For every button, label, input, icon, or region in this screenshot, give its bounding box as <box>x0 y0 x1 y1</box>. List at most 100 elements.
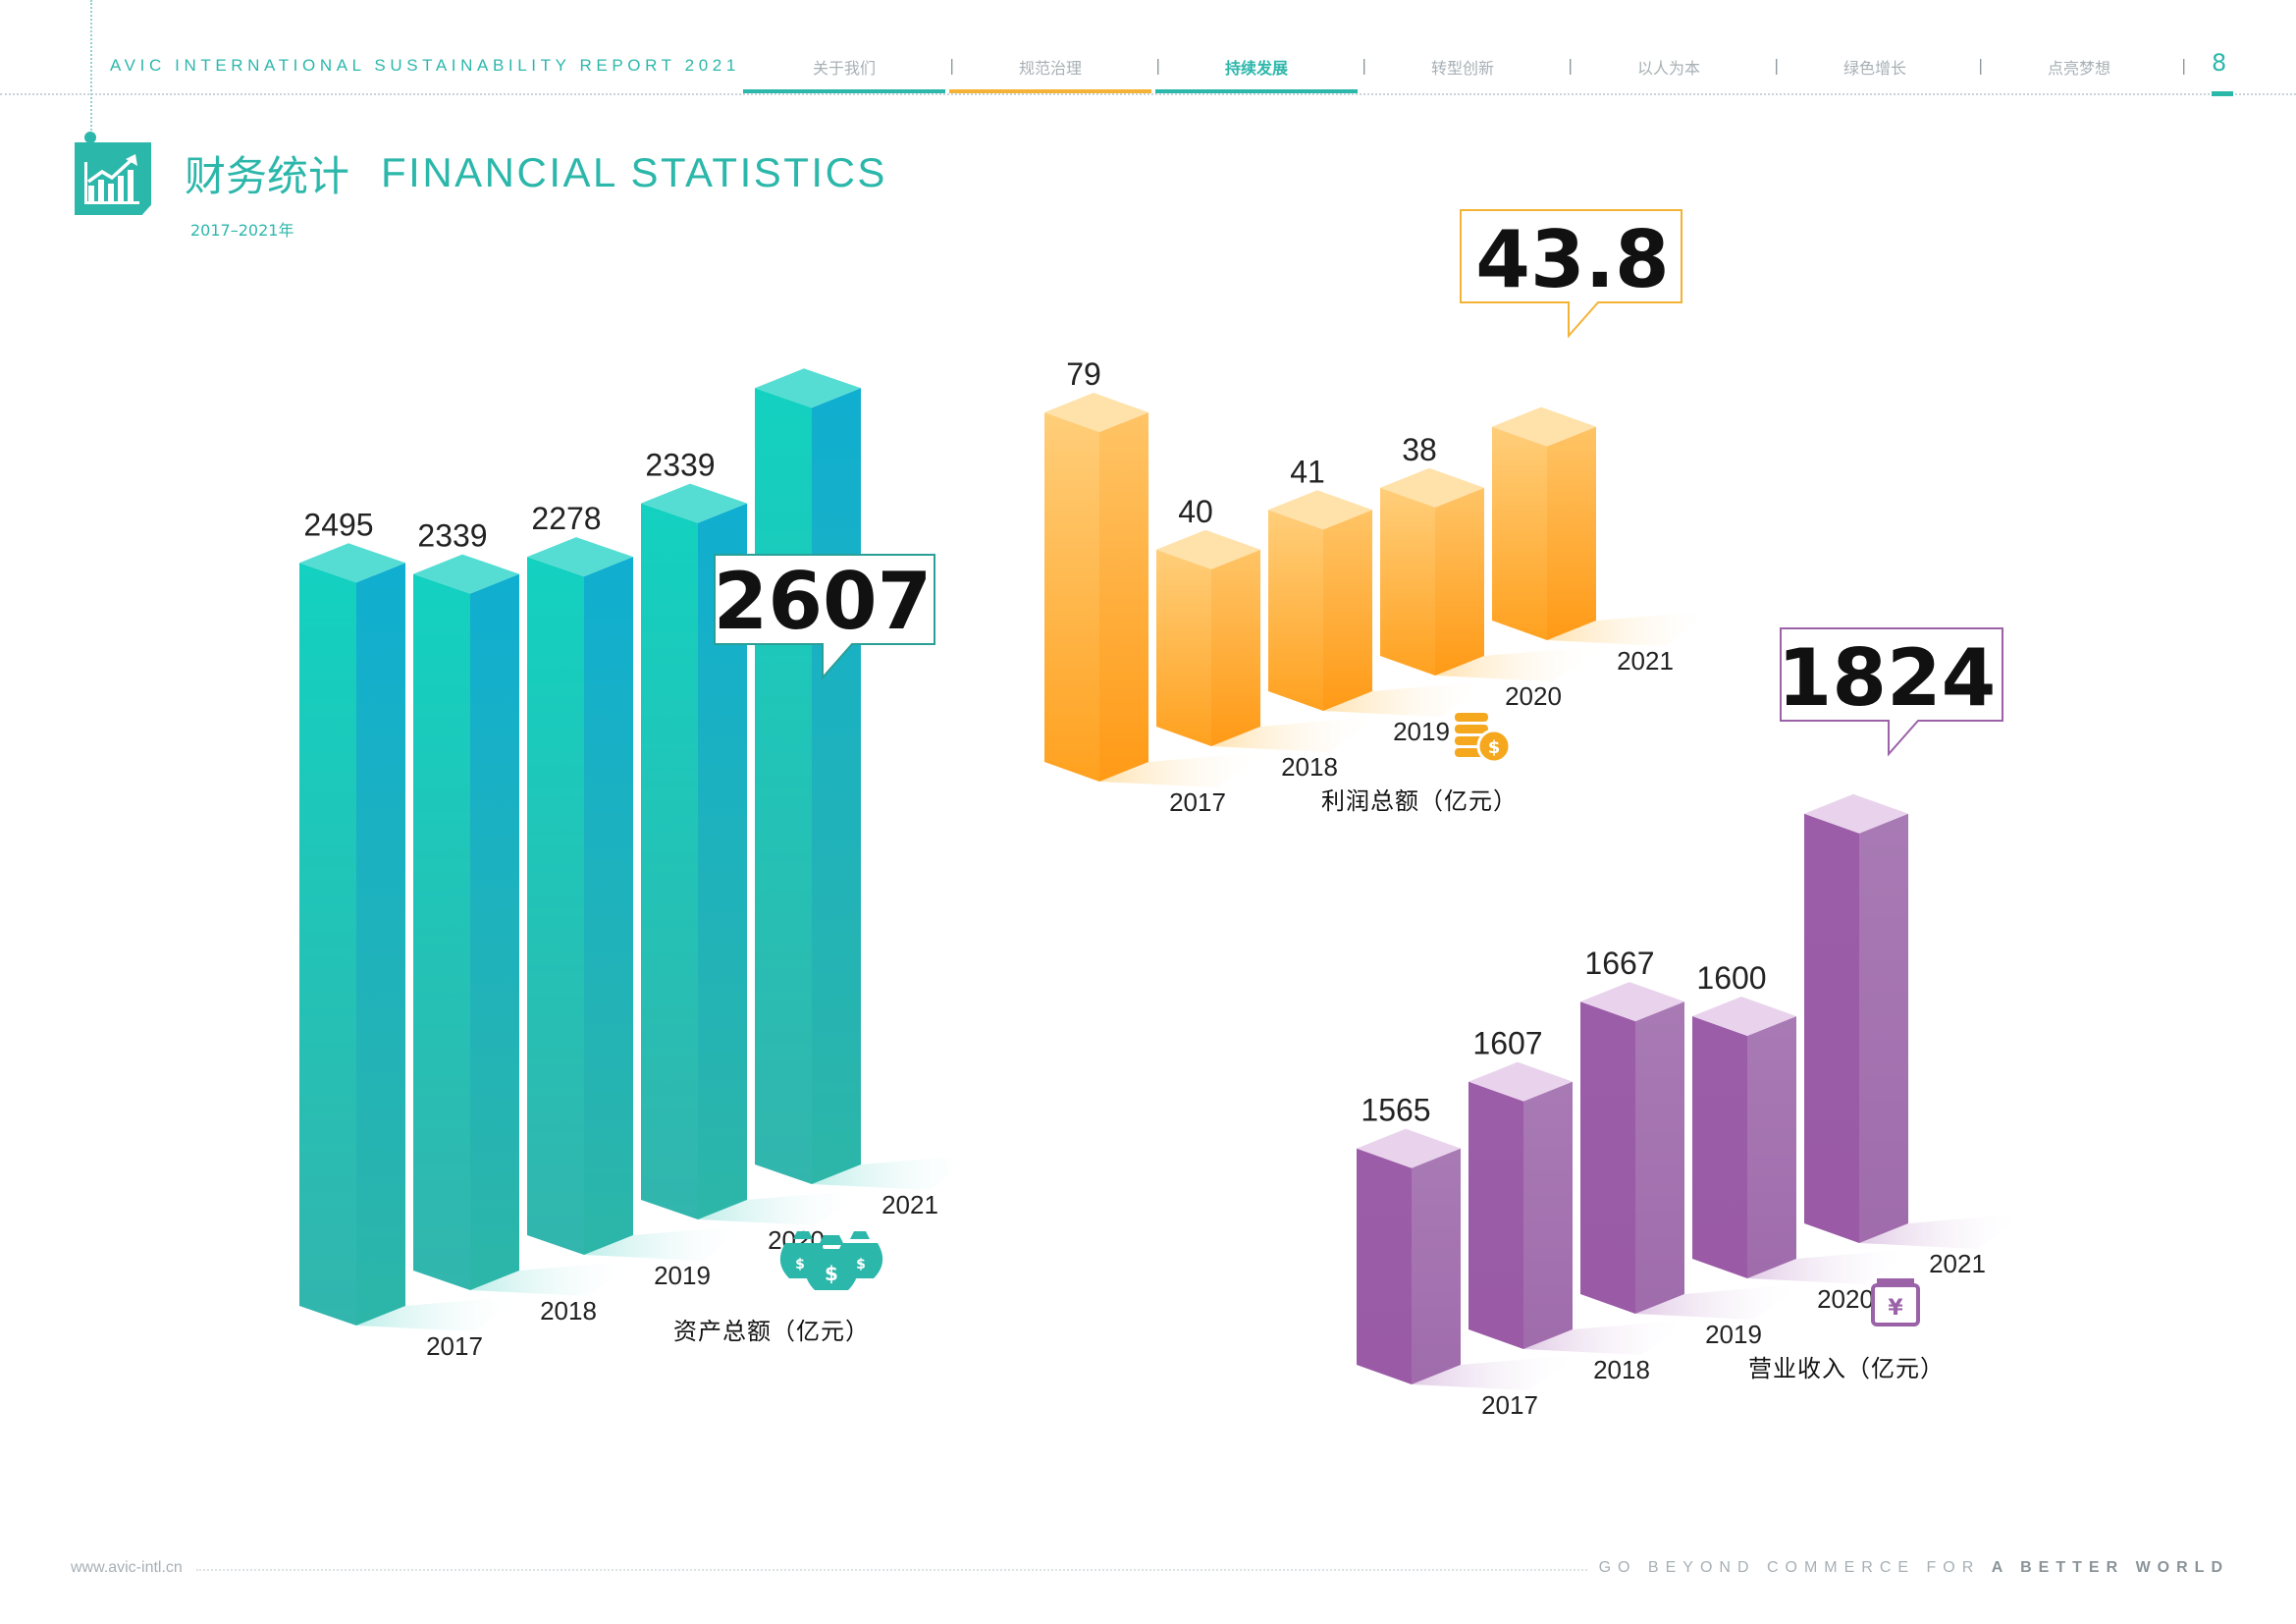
tab-about-us[interactable]: 关于我们 <box>743 54 945 93</box>
total-assets-value-label: 2339 <box>645 448 715 483</box>
total-profit-highlight: 43.8 <box>1475 214 1669 305</box>
nav-separator: | <box>1155 56 1161 75</box>
total-assets-year-label: 2018 <box>540 1296 597 1326</box>
total-assets-callout: 2607 <box>714 554 935 680</box>
total-assets-year-label: 2021 <box>881 1190 938 1219</box>
section-title-cn: 财务统计 <box>185 152 350 200</box>
bar-front-face <box>1156 549 1211 746</box>
page-number-underline <box>2212 91 2233 96</box>
tab-light-dreams[interactable]: 点亮梦想 <box>1978 54 2180 93</box>
total-profit-bar-2017 <box>1044 393 1266 787</box>
bar-front-face <box>641 503 698 1219</box>
bar-side-face <box>1635 1001 1684 1314</box>
operating-revenue-year-label: 2019 <box>1705 1320 1762 1349</box>
tab-underline <box>743 89 945 93</box>
page-number: 8 <box>2212 49 2227 77</box>
total-assets-bar-2021 <box>755 368 979 1190</box>
total-assets-value-label: 2495 <box>303 507 373 542</box>
total-profit-callout: 43.8 <box>1460 209 1682 339</box>
report-title: AVIC INTERNATIONAL SUSTAINABILITY REPORT… <box>110 56 740 75</box>
tab-green-growth[interactable]: 绿色增长 <box>1774 54 1976 93</box>
total-profit-year-label: 2021 <box>1617 646 1674 676</box>
tab-sustainable-development[interactable]: 持续发展 <box>1155 54 1358 93</box>
header-guide-dot <box>84 132 96 143</box>
tab-underline <box>949 89 1151 93</box>
svg-text:¥: ¥ <box>1888 1296 1903 1321</box>
bar-side-face <box>812 388 861 1185</box>
bar-shadow <box>1523 1320 1690 1355</box>
operating-revenue-bar-2021 <box>1804 793 2026 1249</box>
bar-top-face <box>1692 997 1796 1036</box>
bar-shadow <box>1211 717 1378 752</box>
svg-text:$: $ <box>1488 737 1501 758</box>
tab-underline <box>1155 89 1358 93</box>
bar-chart-trend-icon <box>75 142 151 215</box>
operating-revenue-year-label: 2021 <box>1929 1249 1986 1278</box>
operating-revenue-year-label: 2018 <box>1593 1355 1650 1384</box>
operating-revenue-value-label: 1565 <box>1361 1093 1430 1128</box>
tab-label: 点亮梦想 <box>2047 59 2110 78</box>
bar-front-face <box>1380 487 1435 676</box>
bar-shadow <box>1547 611 1714 646</box>
operating-revenue-chart: 1565 2017 1607 2018 1667 2019 1600 2020 2021 <box>1357 793 2026 1420</box>
bar-side-face <box>1099 412 1148 782</box>
total-profit-year-label: 2019 <box>1393 717 1450 746</box>
section-years: 2017–2021年 <box>190 221 294 240</box>
bar-side-face <box>1323 510 1372 711</box>
money-bags-icon: $ $ $ <box>779 1231 883 1290</box>
bar-side-face <box>470 573 519 1290</box>
bar-shadow <box>1747 1249 1914 1284</box>
bar-front-face <box>1580 1001 1635 1314</box>
svg-text:$: $ <box>825 1262 838 1285</box>
total-profit-bar-2018 <box>1156 529 1378 752</box>
total-profit-bar-2020 <box>1380 467 1602 681</box>
total-assets-bar-2019 <box>527 537 751 1261</box>
bar-top-face <box>1468 1061 1573 1102</box>
operating-revenue-bar-2019 <box>1580 982 1802 1320</box>
bar-side-face <box>698 503 747 1219</box>
footer-url[interactable]: www.avic-intl.cn <box>71 1559 183 1576</box>
nav-separator: | <box>2181 56 2187 75</box>
bar-top-face <box>413 554 519 594</box>
bar-side-face <box>1435 487 1484 676</box>
operating-revenue-bar-2017 <box>1357 1128 1578 1390</box>
tab-label: 关于我们 <box>812 59 876 78</box>
bar-shadow <box>1859 1214 2026 1249</box>
bar-top-face <box>1580 982 1684 1022</box>
bar-side-face <box>1412 1148 1461 1384</box>
nav-separator: | <box>949 56 955 75</box>
footer-slogan: GO BEYOND COMMERCE FOR A BETTER WORLD <box>1586 1559 2229 1577</box>
bar-top-face <box>1044 393 1148 433</box>
operating-revenue-bar-2018 <box>1468 1061 1690 1355</box>
total-assets-label: 资产总额（亿元） <box>673 1318 870 1345</box>
tab-governance[interactable]: 规范治理 <box>949 54 1151 93</box>
bar-shadow <box>356 1296 523 1331</box>
tab-label: 规范治理 <box>1018 59 1082 78</box>
bar-front-face <box>755 388 812 1185</box>
total-assets-year-label: 2019 <box>654 1261 711 1290</box>
bar-front-face <box>413 573 470 1290</box>
tab-label: 以人为本 <box>1636 59 1700 78</box>
tab-transformation[interactable]: 转型创新 <box>1362 54 1564 93</box>
bar-top-face <box>1357 1128 1461 1168</box>
footer-divider <box>196 1569 2149 1571</box>
tab-label: 持续发展 <box>1224 59 1288 78</box>
bar-front-face <box>1044 412 1099 782</box>
total-profit-year-label: 2018 <box>1281 752 1338 782</box>
bar-top-face <box>641 483 747 523</box>
operating-revenue-year-label: 2017 <box>1481 1390 1538 1420</box>
tab-people-oriented[interactable]: 以人为本 <box>1568 54 1770 93</box>
total-assets-year-label: 2017 <box>426 1331 483 1361</box>
nav-separator: | <box>1568 56 1574 75</box>
bar-side-face <box>1211 549 1260 746</box>
bar-top-face <box>527 537 633 577</box>
tab-label: 绿色增长 <box>1842 59 1906 78</box>
bar-shadow <box>1323 681 1490 717</box>
total-profit-bar-2019 <box>1268 490 1490 717</box>
bar-shadow <box>470 1261 637 1296</box>
total-assets-bar-2018 <box>413 554 637 1296</box>
operating-revenue-value-label: 1607 <box>1472 1026 1542 1061</box>
operating-revenue-callout: 1824 <box>1778 627 2003 757</box>
